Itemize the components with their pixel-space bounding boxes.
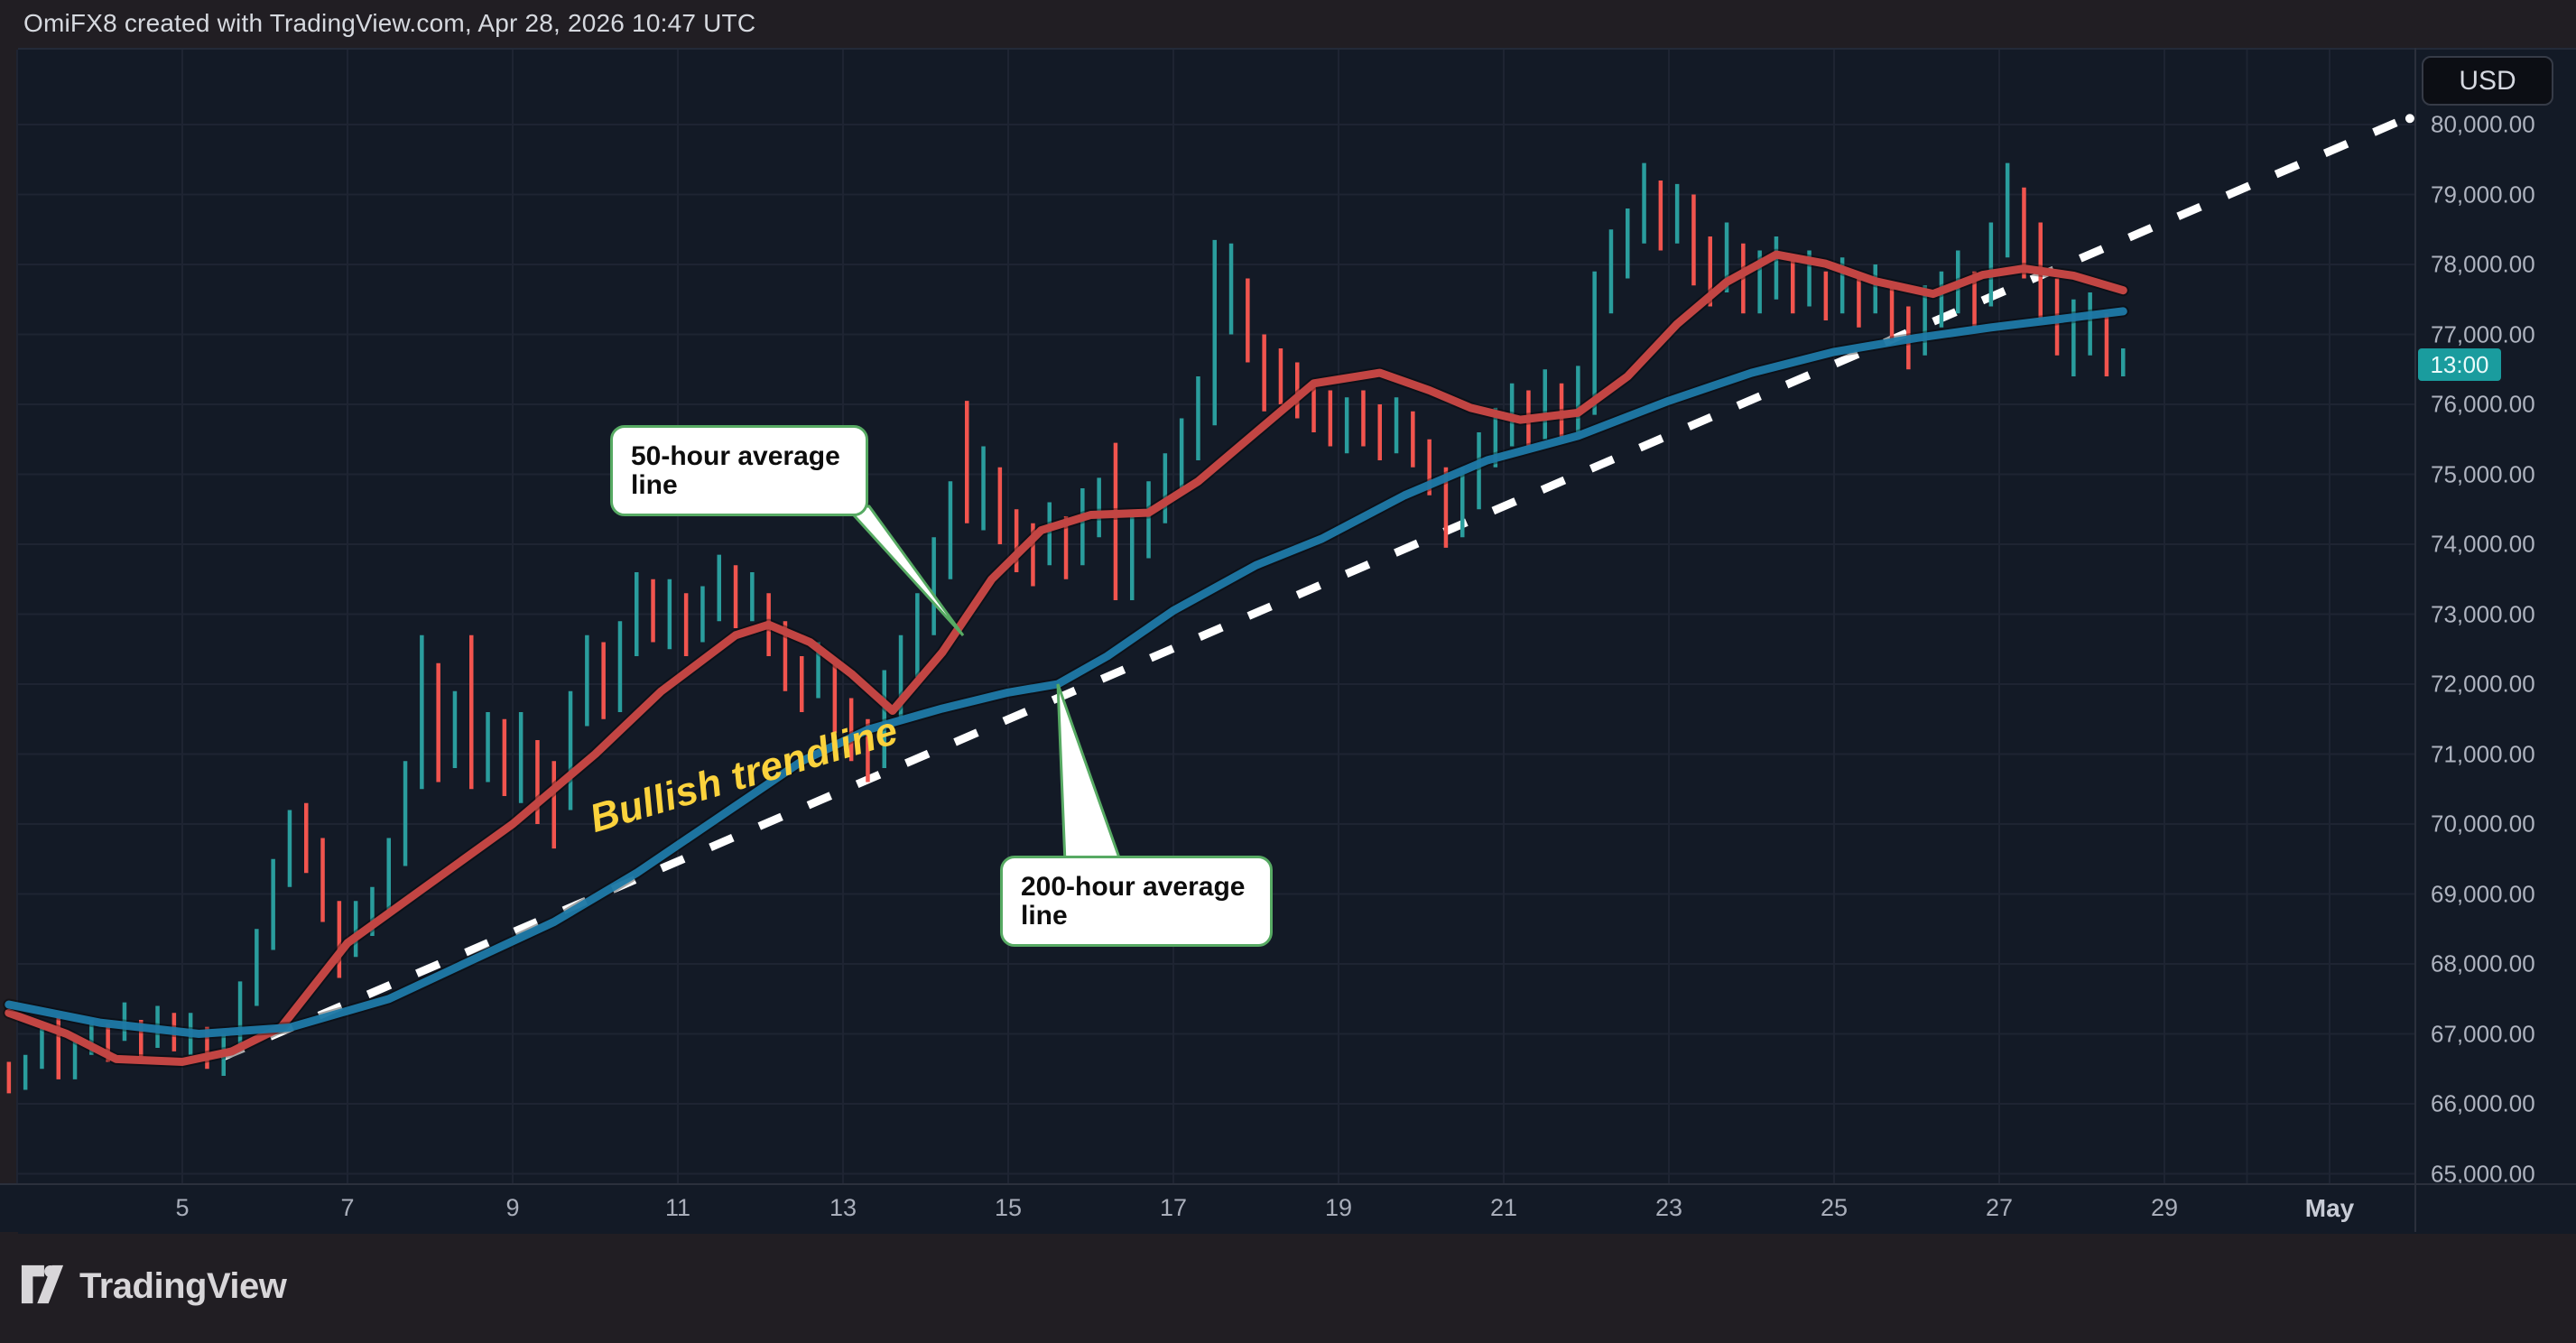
y-axis-label: 78,000.00 — [2431, 250, 2535, 278]
x-axis-label: 7 — [340, 1194, 355, 1221]
y-axis-label: 73,000.00 — [2431, 600, 2535, 627]
x-axis-label: 15 — [994, 1194, 1023, 1221]
ma50-callout-tail — [842, 505, 965, 637]
tradingview-logo-icon[interactable] — [20, 1263, 65, 1311]
x-axis-label: 19 — [1324, 1194, 1353, 1221]
x-axis-label: 23 — [1654, 1194, 1683, 1221]
y-axis-label: 65,000.00 — [2431, 1160, 2535, 1187]
y-axis-label: 76,000.00 — [2431, 390, 2535, 418]
y-axis-label: 75,000.00 — [2431, 460, 2535, 487]
x-axis-label: 9 — [505, 1194, 520, 1221]
ma200-callout-tail — [1056, 683, 1124, 865]
y-axis-price-scale[interactable]: 80,000.00 79,000.00 78,000.00 77,000.00 76,0… — [2416, 48, 2576, 1188]
x-axis-label: May — [2304, 1194, 2355, 1222]
currency-toggle-button[interactable]: USD — [2422, 56, 2553, 106]
chart-attribution-title: OmiFX8 created with TradingView.com, Apr… — [23, 9, 756, 37]
y-axis-label: 71,000.00 — [2431, 740, 2535, 767]
y-axis-label: 67,000.00 — [2431, 1020, 2535, 1047]
x-axis-label: 11 — [664, 1194, 691, 1221]
y-axis-label: 69,000.00 — [2431, 880, 2535, 907]
tradingview-wordmark[interactable]: TradingView — [79, 1266, 287, 1306]
chart-panel — [18, 48, 2576, 1234]
x-axis-separator — [0, 1183, 2576, 1185]
x-axis-label: 5 — [175, 1194, 190, 1221]
y-axis-label: 80,000.00 — [2431, 110, 2535, 138]
x-axis-label: 21 — [1489, 1194, 1518, 1221]
y-axis-label: 70,000.00 — [2431, 810, 2535, 838]
y-axis-label: 66,000.00 — [2431, 1089, 2535, 1117]
x-axis-label: 27 — [1985, 1194, 2014, 1221]
y-axis-separator — [2414, 48, 2416, 1232]
ma50-callout-label: 50-hour average line — [610, 425, 868, 516]
x-axis-label: 17 — [1159, 1194, 1188, 1221]
y-axis-label: 74,000.00 — [2431, 530, 2535, 558]
x-axis-label: 13 — [829, 1194, 857, 1221]
y-axis-label: 77,000.00 — [2431, 320, 2535, 347]
bullish-trendline — [219, 114, 2410, 1061]
ma50-line — [5, 250, 2127, 1066]
x-axis-label: 29 — [2150, 1194, 2179, 1221]
tradingview-footer: TradingView — [20, 1263, 287, 1311]
ma200-callout-label: 200-hour average line — [1000, 856, 1273, 947]
y-axis-label: 68,000.00 — [2431, 949, 2535, 977]
bar-close-countdown-badge: 13:00 — [2418, 348, 2501, 381]
x-axis-date-scale[interactable]: 5 7 9 11 13 15 17 19 21 23 25 27 29 May — [0, 1185, 2576, 1232]
trendline-end-dot — [2405, 114, 2414, 124]
y-axis-label: 79,000.00 — [2431, 181, 2535, 208]
x-axis-label: 25 — [1820, 1194, 1849, 1221]
y-axis-label: 72,000.00 — [2431, 670, 2535, 698]
ma200-line — [5, 307, 2127, 1038]
